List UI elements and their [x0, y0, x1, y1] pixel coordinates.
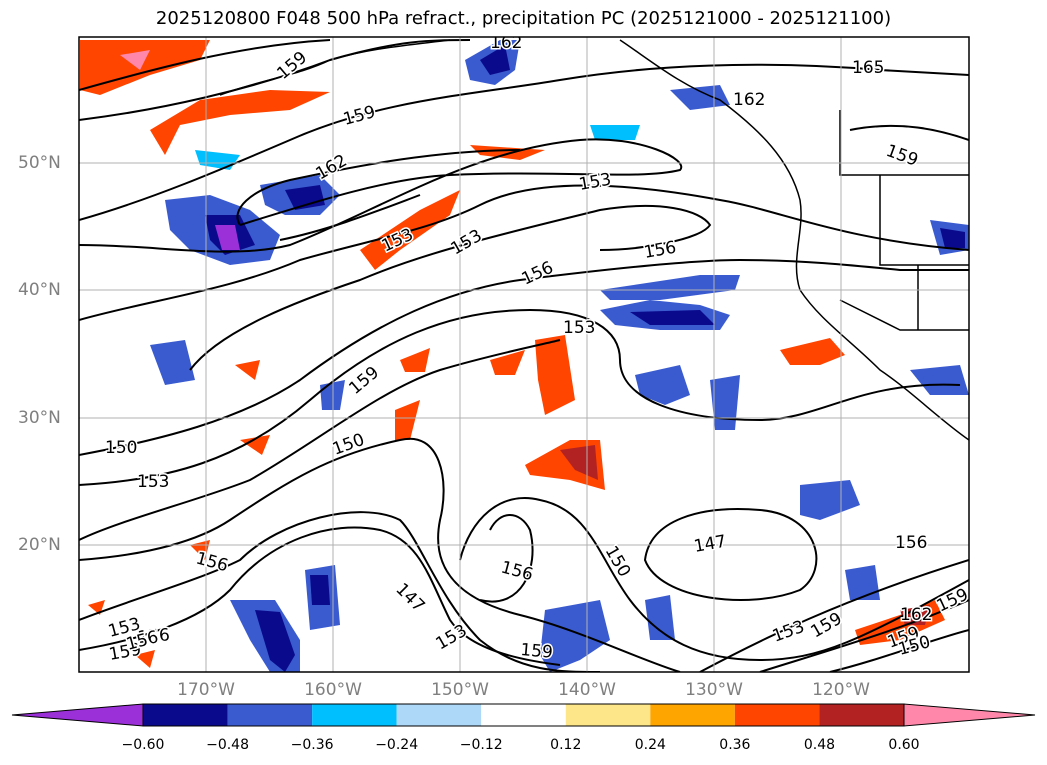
colorbar-tick-label: −0.48: [206, 737, 249, 753]
colorbar: [11, 703, 1036, 727]
colorbar-outline: [142, 703, 905, 727]
colorbar-segment: [565, 704, 651, 726]
colorbar-extend-min: [11, 703, 144, 727]
precip-positive-patches: [80, 40, 945, 668]
colorbar-tick-label: −0.24: [375, 737, 419, 753]
coastlines: [219, 39, 969, 441]
contour-label: 150: [105, 438, 137, 458]
colorbar-tick-label: 0.48: [803, 737, 836, 753]
lat-label: 40°N: [18, 280, 61, 300]
lat-label: 20°N: [18, 535, 61, 555]
colorbar-extend-max: [903, 703, 1036, 727]
colorbar-tick-label: 0.12: [550, 737, 582, 753]
contour-label: 165: [852, 58, 884, 78]
lon-label: 160°W: [304, 680, 362, 700]
contour-label: 162: [490, 33, 522, 53]
contour-label: 162: [733, 90, 765, 110]
contour-label: 153: [563, 318, 595, 338]
colorbar-segment: [227, 704, 313, 726]
colorbar-segment: [481, 704, 566, 726]
contour-lines: [79, 39, 969, 672]
contour-label: 159: [520, 640, 554, 663]
graticule: [79, 37, 969, 672]
lon-label: 150°W: [431, 680, 489, 700]
lon-label: 130°W: [685, 680, 743, 700]
colorbar-tick-label: 0.24: [634, 737, 666, 753]
contour-label: 153: [137, 472, 169, 492]
contour-label: 162: [900, 605, 932, 625]
lon-label: 140°W: [558, 680, 616, 700]
contour-label: 156: [137, 625, 171, 648]
colorbar-segment: [819, 704, 904, 726]
colorbar-tick-label: 0.60: [888, 737, 920, 753]
lon-label: 170°W: [177, 680, 235, 700]
colorbar-segment: [734, 704, 820, 726]
lat-label: 50°N: [18, 153, 61, 173]
colorbar-tick-label: −0.36: [290, 737, 334, 753]
contour-label: 156: [895, 533, 927, 553]
colorbar-segment: [143, 704, 228, 726]
colorbar-tick-label: −0.60: [121, 737, 165, 753]
lat-label: 30°N: [18, 408, 61, 428]
colorbar-segment: [312, 704, 397, 726]
lon-label: 120°W: [812, 680, 870, 700]
colorbar-segment: [396, 704, 482, 726]
map-frame: [78, 36, 970, 673]
precip-negative-patches: [150, 40, 969, 672]
map-title: 2025120800 F048 500 hPa refract., precip…: [155, 8, 892, 29]
colorbar-tick-label: 0.36: [719, 737, 751, 753]
colorbar-segment: [650, 704, 735, 726]
colorbar-tick-label: −0.12: [459, 737, 503, 753]
